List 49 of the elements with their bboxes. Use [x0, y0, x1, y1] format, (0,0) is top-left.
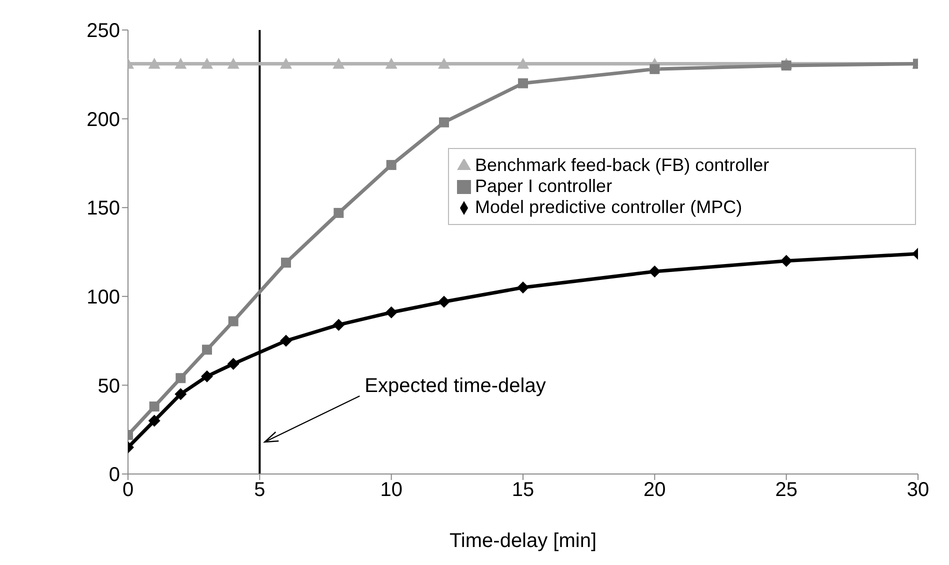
point: [439, 117, 449, 128]
x-tick-label: 30: [906, 479, 930, 502]
point: [227, 358, 240, 370]
point: [517, 58, 529, 69]
legend-label: Model predictive controller (MPC): [475, 197, 742, 217]
point: [148, 58, 160, 69]
point: [281, 258, 291, 268]
legend-label: Benchmark feed-back (FB) controller: [475, 155, 770, 175]
point: [648, 266, 661, 278]
point: [332, 318, 345, 331]
y-tick-label: 100: [86, 286, 120, 308]
point: [176, 373, 186, 384]
x-axis-title: Time-delay [min]: [449, 530, 597, 552]
x-tick-label: 25: [775, 479, 798, 502]
y-tick-label: 50: [98, 375, 120, 398]
point: [386, 160, 396, 170]
annotation: Expected time-delay: [364, 375, 546, 397]
point: [149, 402, 160, 412]
x-tick-label: 5: [254, 479, 266, 502]
point: [201, 370, 213, 382]
point: [438, 58, 450, 69]
x-tick-label: 20: [644, 479, 666, 502]
x-tick-label: 15: [512, 479, 534, 502]
point: [385, 306, 398, 318]
point: [148, 414, 160, 427]
y-tick-label: 200: [86, 108, 120, 131]
point: [280, 58, 292, 69]
point: [385, 58, 398, 69]
point: [201, 58, 213, 69]
point: [518, 78, 528, 88]
point: [780, 254, 792, 267]
x-tick-label: 10: [380, 479, 402, 502]
legend-label: Paper I controller: [475, 176, 612, 196]
y-tick-label: 150: [86, 198, 120, 220]
point: [228, 316, 238, 326]
y-tick-label: 0: [108, 464, 120, 486]
point: [227, 58, 240, 69]
point: [280, 334, 292, 347]
point: [781, 60, 792, 71]
y-tick-label: 250: [86, 20, 120, 42]
point: [334, 208, 344, 218]
x-tick-label: 0: [122, 479, 134, 502]
point: [438, 296, 450, 308]
point: [174, 58, 187, 69]
point: [332, 58, 345, 69]
point: [650, 64, 660, 74]
point: [202, 344, 212, 355]
point: [174, 388, 187, 400]
point: [517, 282, 529, 294]
